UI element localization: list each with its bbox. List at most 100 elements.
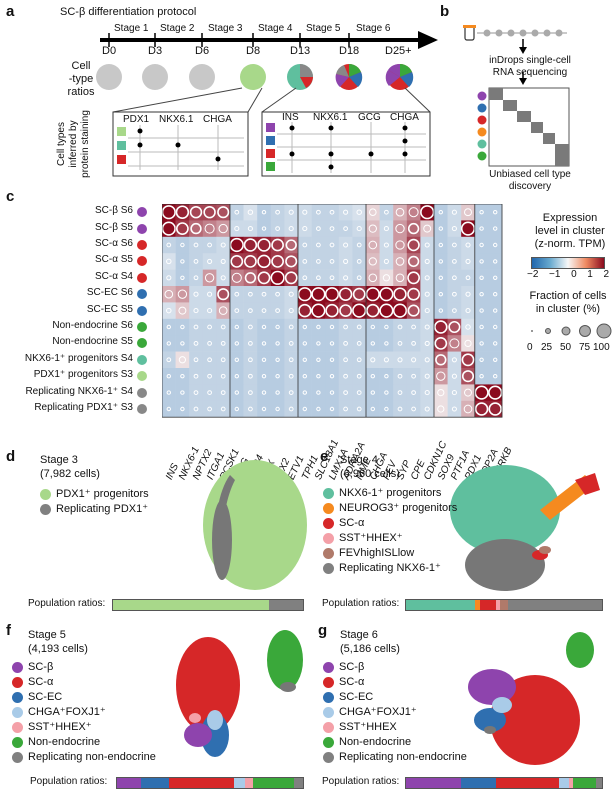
expression-colorbar-ticks: −2 −1 0 1 2 (527, 269, 609, 280)
heatmap-cell (434, 368, 448, 385)
heatmap-cell (311, 318, 326, 336)
heatmap-row-label: SC-α S6 (0, 238, 133, 249)
heatmap-fraction-circle (407, 238, 420, 252)
heatmap-fraction-circle (166, 307, 172, 314)
heatmap-fraction-circle (479, 226, 484, 231)
row-color-dot (137, 404, 147, 414)
heatmap-fraction-circle (411, 406, 416, 412)
heatmap-fraction-circle (302, 406, 308, 412)
heatmap-cell (175, 335, 190, 352)
heatmap-cell (338, 351, 353, 369)
heatmap-cell (230, 220, 244, 238)
heatmap-fraction-circle (343, 209, 349, 215)
heatmap-cell (162, 368, 176, 385)
heatmap-fraction-circle (275, 291, 280, 297)
heatmap-fraction-circle (395, 240, 405, 250)
panel-d-umap (203, 460, 307, 590)
heatmap-cell (420, 318, 435, 336)
heatmap-fraction-circle (395, 207, 405, 217)
ratio-segment (252, 778, 294, 788)
legend-label: SC-β (28, 661, 54, 673)
staining-box-2 (261, 111, 431, 177)
heatmap-cell (447, 269, 462, 287)
panel-b-diagram (463, 25, 570, 167)
heatmap-fraction-circle (288, 373, 294, 379)
fraction-legend-circles (531, 323, 612, 339)
panel-g-legend: SC-β SC-α SC-EC CHGA⁺FOXJ1⁺ SST⁺HHEX Non-endo… (323, 660, 467, 765)
heatmap-fraction-circle (302, 324, 308, 330)
ratio-segment (568, 778, 573, 788)
ratio-segment (117, 778, 142, 788)
heatmap-fraction-circle (463, 404, 473, 414)
heatmap-cell (379, 236, 394, 254)
legend-label: SST⁺HHEX (339, 721, 397, 733)
heatmap-fraction-circle (492, 275, 498, 281)
heatmap-cell (338, 204, 353, 221)
heatmap-cell (311, 220, 326, 238)
heatmap-cell (406, 400, 421, 418)
heatmap-fraction-circle (366, 303, 380, 318)
heatmap-fraction-circle (203, 205, 216, 219)
heatmap-cell (298, 269, 312, 287)
ratio-segment (141, 778, 170, 788)
heatmap-cell (298, 384, 312, 402)
heatmap-fraction-circle (288, 357, 294, 363)
heatmap-fraction-circle (434, 320, 448, 334)
stage-label-4: Stage 4 (258, 23, 293, 34)
heatmap-fraction-circle (329, 324, 335, 330)
heatmap-cell (284, 351, 299, 369)
heatmap-fraction-circle (302, 373, 308, 379)
legend-swatch (323, 752, 334, 763)
heatmap-fraction-circle (424, 258, 430, 264)
heatmap-fraction-circle (316, 226, 321, 231)
row-cluster-name: Replicating PDX1⁺ (34, 402, 121, 413)
panel-b-text-1: inDrops single-cell (489, 55, 571, 66)
legend-swatch (12, 707, 23, 718)
heatmap-cell (352, 220, 367, 238)
heatmap-cell (434, 204, 448, 221)
heatmap-fraction-circle (180, 373, 185, 379)
heatmap-fraction-circle (438, 242, 444, 248)
heatmap-fraction-circle (166, 357, 172, 363)
ratio-segment (558, 778, 569, 788)
heatmap-cell (311, 236, 326, 254)
heatmap-cell (311, 269, 326, 287)
fraction-legend-title-1: Fraction of cells (529, 290, 607, 302)
heatmap-cell (406, 335, 421, 352)
heatmap-fraction-circle (329, 357, 335, 363)
expression-colorbar (531, 257, 605, 269)
heatmap-cell (338, 220, 353, 238)
heatmap-row-label: PDX1⁺ progenitors S3 (0, 369, 133, 380)
ratio-segment (406, 778, 461, 788)
heatmap-cell (406, 318, 421, 336)
heatmap-fraction-circle (193, 390, 199, 395)
heatmap-cell (379, 400, 394, 418)
panel-b-text-2: RNA sequencing (492, 67, 568, 78)
heatmap-fraction-circle (261, 308, 267, 313)
legend-item: Replicating non-endocrine (12, 750, 156, 765)
heatmap-cell (243, 318, 258, 336)
heatmap-fraction-circle (356, 406, 362, 412)
legend-label: SC-β (339, 661, 365, 673)
panel-g-stage: Stage 6 (340, 629, 378, 641)
heatmap-fraction-circle (397, 324, 403, 330)
heatmap-cell (420, 384, 435, 402)
heatmap-fraction-circle (384, 209, 389, 215)
heatmap-fraction-circle (193, 275, 199, 281)
heatmap-fraction-circle (408, 207, 419, 218)
heatmap-cell (447, 302, 462, 320)
heatmap-fraction-circle (234, 341, 240, 346)
heatmap-fraction-circle (164, 289, 174, 299)
heatmap-fraction-circle (178, 356, 187, 364)
heatmap-fraction-circle (275, 357, 280, 363)
ratio-pie-d25 (385, 63, 414, 90)
fraction-tick-75: 75 (579, 342, 591, 353)
heatmap-fraction-circle (370, 390, 376, 395)
heatmap-cell (298, 335, 312, 352)
fraction-legend-title: Fraction of cells in cluster (%) (524, 290, 612, 316)
heatmap-fraction-circle (207, 373, 212, 379)
heatmap-cell (202, 220, 217, 238)
row-stage: S5 (120, 336, 133, 348)
heatmap-fraction-circle (220, 324, 226, 330)
heatmap-cell (202, 253, 217, 270)
